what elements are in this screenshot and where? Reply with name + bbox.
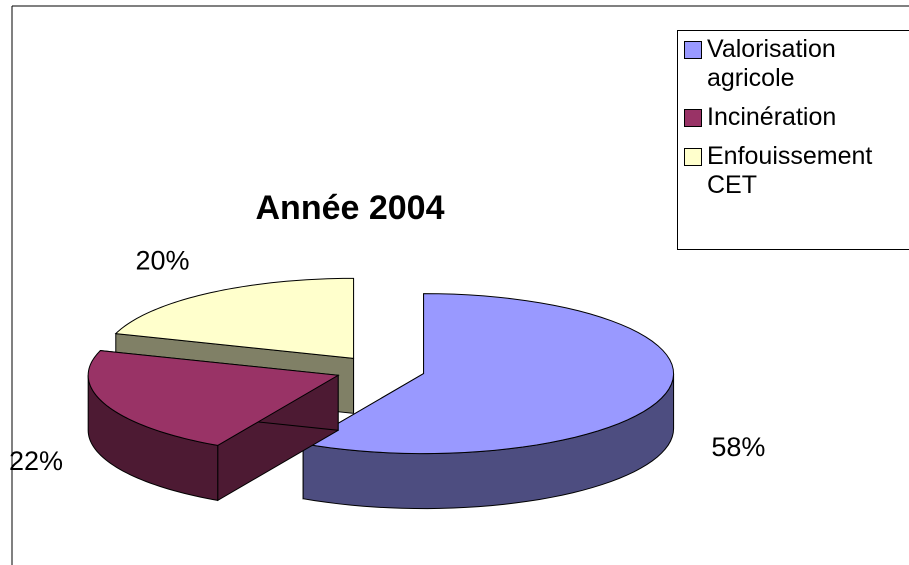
legend-label: Valorisation agricole — [707, 35, 836, 92]
legend-swatch — [684, 148, 702, 166]
legend-entry: Enfouissement CET — [684, 142, 909, 200]
legend-swatch — [684, 41, 702, 59]
legend: Valorisation agricole Incinération Enfouis… — [677, 30, 909, 250]
legend-swatch — [684, 109, 702, 127]
legend-label: Incinération — [707, 103, 837, 131]
slice — [87, 350, 340, 446]
slice — [114, 277, 355, 359]
slice — [301, 293, 675, 455]
legend-entry: Valorisation agricole — [684, 35, 909, 93]
chart-title: Année 2004 — [256, 189, 445, 227]
data-label: 22% — [9, 446, 63, 476]
data-label: 58% — [711, 432, 765, 462]
legend-entry: Incinération — [684, 103, 909, 132]
data-label: 20% — [135, 245, 189, 275]
legend-label: Enfouissement CET — [707, 142, 873, 199]
